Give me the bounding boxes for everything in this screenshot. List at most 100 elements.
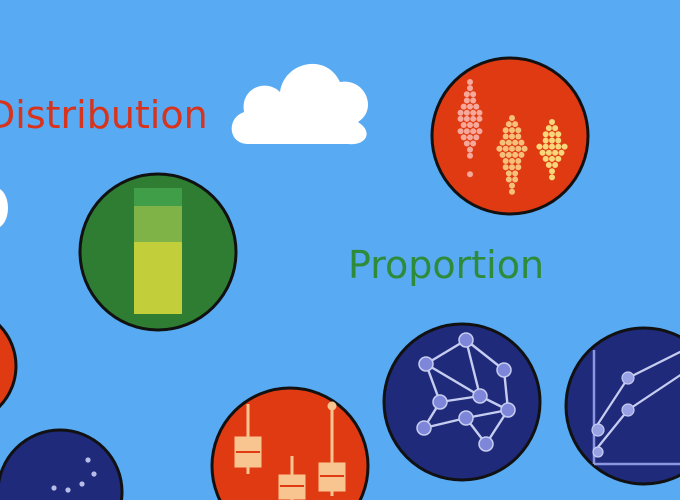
beeswarm-dot (467, 103, 473, 110)
beeswarm-dot (549, 174, 555, 181)
beeswarm-dot (499, 151, 506, 158)
beeswarm-dot (542, 137, 549, 144)
beeswarm-dot (555, 155, 562, 162)
beeswarm-dot (505, 151, 512, 158)
beeswarm-dot (509, 145, 515, 152)
beeswarm-dot (463, 128, 470, 135)
beeswarm-dot (467, 85, 473, 92)
beeswarm-dot (545, 162, 552, 169)
beeswarm-disc (430, 56, 590, 216)
beeswarm-dot (502, 133, 509, 140)
beeswarm-dot (457, 109, 464, 116)
beeswarm-dot (473, 122, 480, 129)
beeswarm-dot (509, 158, 515, 165)
beeswarm-dot (515, 145, 522, 152)
beeswarm-dot (518, 139, 525, 146)
beeswarm-dot (549, 119, 555, 125)
beeswarm-dot (512, 151, 519, 158)
beeswarm-dot (505, 170, 512, 177)
beeswarm-dot (509, 115, 515, 121)
red-disc-partial (0, 323, 18, 409)
beeswarm-dot (509, 182, 515, 189)
beeswarm-dot (470, 128, 477, 135)
beeswarm-dot (552, 162, 559, 169)
beeswarm-dot (496, 145, 503, 152)
beeswarm-dot (555, 143, 562, 150)
beeswarm-dot (473, 134, 480, 141)
beeswarm-dot (476, 109, 483, 116)
beeswarm-dot (502, 145, 509, 152)
beeswarm-dot (521, 145, 528, 152)
beeswarm-dot (502, 164, 509, 171)
beeswarm-dot (561, 143, 568, 150)
beeswarm-dot (505, 139, 512, 146)
distribution-label: Distribution (0, 93, 208, 137)
stacked-bar-icon (134, 188, 182, 314)
beeswarm-dot (505, 176, 512, 183)
beeswarm-dot (515, 158, 522, 165)
beeswarm-dot (512, 170, 519, 177)
beeswarm-dot (549, 131, 555, 138)
beeswarm-dot (549, 137, 555, 144)
line-chart-disc (564, 326, 680, 486)
beeswarm-dot (467, 134, 473, 141)
beeswarm-dot (502, 158, 509, 165)
beeswarm-icon (457, 79, 568, 195)
beeswarm-dot (552, 149, 559, 156)
beeswarm-dot (463, 91, 470, 98)
network-graph-icon (416, 332, 516, 452)
beeswarm-dot (542, 143, 549, 150)
beeswarm-dot (460, 122, 467, 129)
beeswarm-dot (467, 79, 473, 85)
beeswarm-dot (470, 140, 477, 147)
beeswarm-dot (549, 143, 555, 150)
beeswarm-dot (512, 121, 519, 128)
proportion-label: Proportion (348, 243, 545, 287)
beeswarm-dot (470, 115, 477, 122)
beeswarm-dot (467, 152, 473, 159)
beeswarm-dot (476, 115, 483, 122)
beeswarm-dot (505, 121, 512, 128)
beeswarm-dot (545, 125, 552, 132)
beeswarm-dot (549, 155, 555, 162)
beeswarm-dot (542, 131, 549, 138)
beeswarm-dot (539, 149, 546, 156)
beeswarm-dot (509, 133, 515, 140)
beeswarm-dot (467, 146, 473, 153)
beeswarm-dot (457, 128, 464, 135)
beeswarm-dot (463, 109, 470, 116)
beeswarm-dot (509, 164, 515, 171)
boxplot-disc (210, 386, 370, 500)
beeswarm-dot (512, 139, 519, 146)
beeswarm-dot (457, 115, 464, 122)
beeswarm-dot (509, 127, 515, 134)
beeswarm-dot (473, 103, 480, 110)
beeswarm-dot (515, 133, 522, 140)
cloud-icon (231, 63, 369, 145)
beeswarm-dot (515, 127, 522, 134)
line-chart-icon (591, 350, 680, 466)
scatter-icon (51, 457, 97, 493)
beeswarm-dot (536, 143, 543, 150)
beeswarm-dot (542, 155, 549, 162)
beeswarm-dot (467, 171, 473, 178)
beeswarm-dot (470, 91, 477, 98)
network-disc (382, 322, 542, 482)
beeswarm-dot (509, 188, 515, 195)
beeswarm-dot (518, 151, 525, 158)
beeswarm-dot (476, 128, 483, 135)
beeswarm-dot (552, 125, 559, 132)
beeswarm-dot (463, 140, 470, 147)
beeswarm-dot (558, 149, 565, 156)
beeswarm-dot (470, 97, 477, 104)
beeswarm-dot (499, 139, 506, 146)
beeswarm-dot (460, 103, 467, 110)
beeswarm-dot (545, 149, 552, 156)
beeswarm-dot (502, 127, 509, 134)
scatter-disc (0, 428, 124, 500)
beeswarm-dot (515, 164, 522, 171)
beeswarm-dot (555, 137, 562, 144)
beeswarm-dot (512, 176, 519, 183)
stacked-bar-disc (78, 172, 238, 332)
